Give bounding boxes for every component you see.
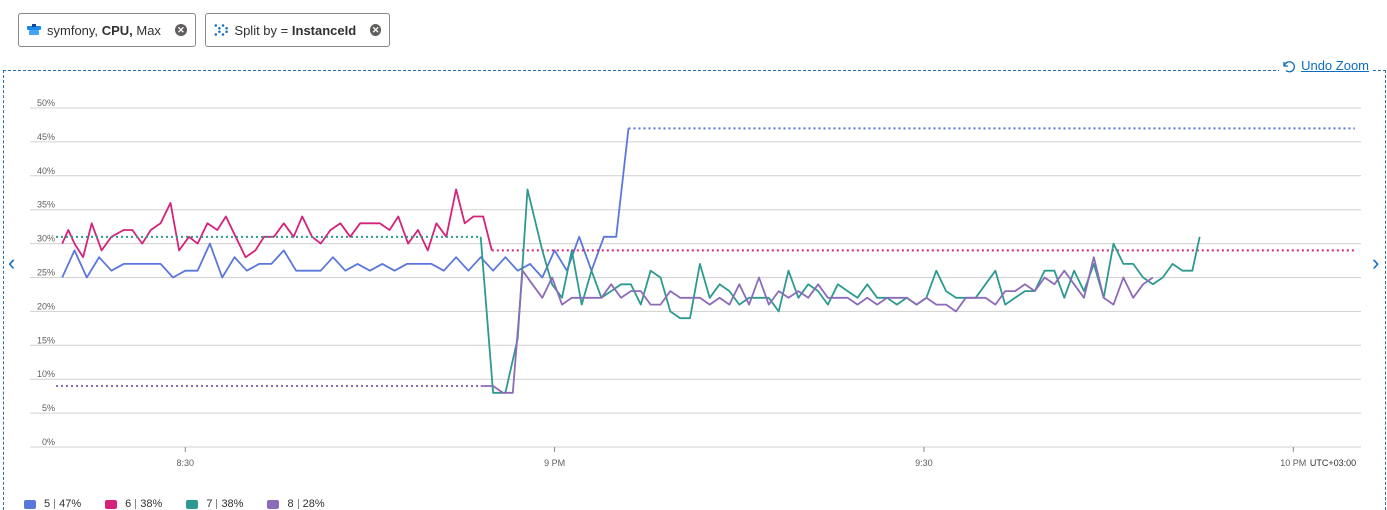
y-tick-label: 50% bbox=[37, 98, 55, 108]
aggregation-name: Max bbox=[136, 22, 161, 38]
legend-series-name: 6 bbox=[125, 498, 132, 510]
resource-cube-icon bbox=[27, 24, 41, 35]
undo-zoom-button[interactable]: Undo Zoom bbox=[1279, 58, 1371, 73]
legend-separator bbox=[297, 499, 299, 509]
legend-series-name: 5 bbox=[44, 498, 51, 510]
split-value: InstanceId bbox=[291, 22, 357, 38]
y-tick-label: 40% bbox=[37, 166, 55, 176]
legend-swatch bbox=[105, 499, 118, 509]
series-7-line bbox=[479, 188, 1201, 394]
x-tick-label: 10 PM bbox=[1280, 458, 1306, 468]
chevron-right-icon[interactable]: › bbox=[1372, 250, 1380, 275]
legend-swatch bbox=[24, 499, 36, 509]
undo-icon bbox=[1283, 60, 1296, 72]
series-8-line bbox=[480, 256, 1154, 394]
y-tick-label: 30% bbox=[37, 234, 55, 244]
y-tick-label: 10% bbox=[37, 369, 55, 379]
legend-item-8[interactable]: 8 28% bbox=[267, 498, 325, 510]
metric-filter-pill[interactable]: symfony, CPU, Max ✕ bbox=[18, 13, 196, 47]
y-tick-label: 0% bbox=[42, 437, 55, 447]
remove-metric-icon[interactable]: ✕ bbox=[174, 24, 187, 36]
split-label: Split by bbox=[234, 22, 278, 38]
remove-split-icon[interactable]: ✕ bbox=[370, 24, 381, 36]
y-tick-label: 5% bbox=[42, 403, 55, 413]
y-tick-label: 35% bbox=[37, 200, 55, 210]
y-tick-label: 20% bbox=[37, 301, 55, 311]
legend: 5 47% 6 38% 7 38% 8 28% bbox=[24, 498, 349, 510]
y-tick-label: 45% bbox=[37, 132, 55, 142]
split-eq: = bbox=[280, 22, 289, 38]
legend-separator bbox=[135, 499, 137, 509]
legend-item-5[interactable]: 5 47% bbox=[24, 498, 81, 510]
metric-name: CPU, bbox=[101, 22, 133, 38]
y-tick-label: 15% bbox=[37, 335, 55, 345]
chevron-left-icon[interactable]: ‹ bbox=[8, 250, 16, 275]
legend-item-7[interactable]: 7 38% bbox=[186, 498, 243, 510]
legend-swatch bbox=[186, 499, 199, 509]
legend-value: 28% bbox=[302, 498, 325, 510]
series-5-line bbox=[61, 128, 630, 279]
undo-zoom-label: Undo Zoom bbox=[1301, 58, 1369, 73]
legend-value: 47% bbox=[59, 498, 82, 510]
legend-separator bbox=[216, 499, 218, 509]
series-6-line bbox=[61, 188, 493, 259]
split-icon bbox=[214, 24, 228, 36]
legend-value: 38% bbox=[221, 498, 244, 510]
legend-item-6[interactable]: 6 38% bbox=[105, 498, 162, 510]
x-tick-label: 8:30 bbox=[177, 458, 195, 468]
split-filter-pill[interactable]: Split by = InstanceId ✕ bbox=[205, 13, 390, 47]
split-pill-label: Split by = InstanceId bbox=[234, 23, 356, 38]
chart-frame bbox=[3, 70, 1386, 510]
timezone-label: UTC+03:00 bbox=[1310, 458, 1356, 468]
x-tick-label: 9:30 bbox=[915, 458, 933, 468]
metric-pill-label: symfony, CPU, Max bbox=[47, 23, 161, 38]
legend-value: 38% bbox=[140, 498, 163, 510]
y-tick-label: 25% bbox=[37, 268, 55, 278]
legend-swatch bbox=[267, 499, 280, 509]
x-tick-label: 9 PM bbox=[544, 458, 565, 468]
legend-series-name: 7 bbox=[206, 498, 213, 510]
legend-separator bbox=[54, 499, 56, 509]
resource-name: symfony, bbox=[47, 22, 99, 38]
legend-series-name: 8 bbox=[287, 498, 294, 510]
